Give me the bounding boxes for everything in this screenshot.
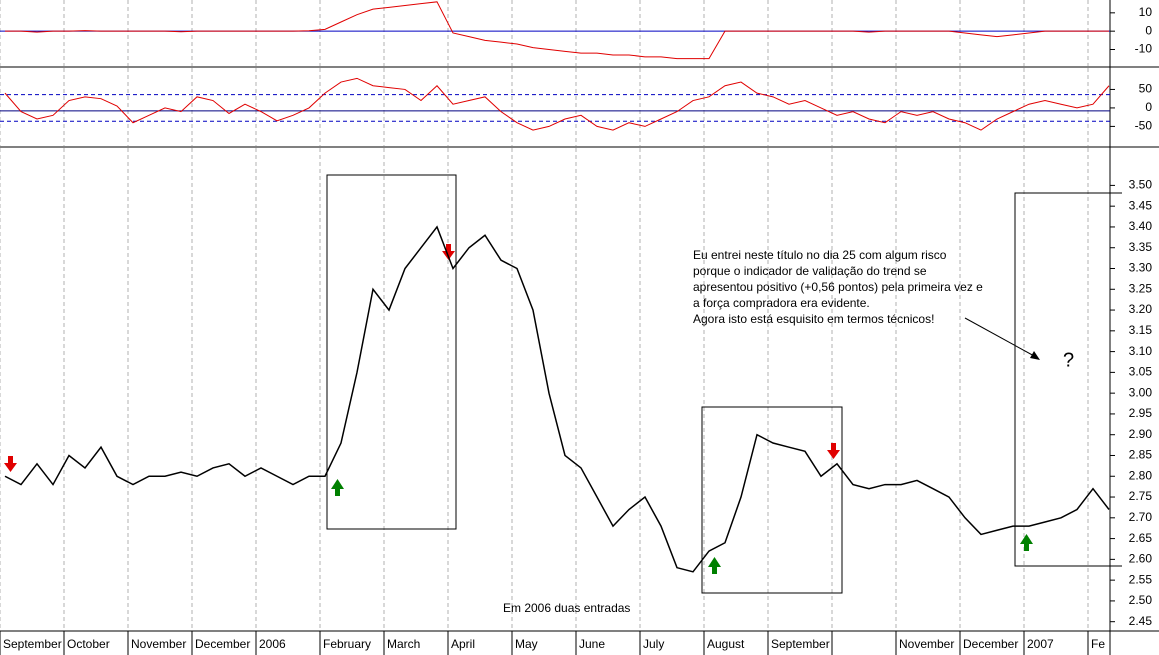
x-tick-label: September [3,637,62,651]
note-line: Agora isto está esquisito em termos técn… [693,312,934,326]
buy-signal [1020,534,1033,551]
y-tick-label: 2.45 [1129,614,1153,628]
y-tick-label: 2.95 [1129,406,1153,420]
x-tick-label: November [899,637,954,651]
data-line [5,1,1109,60]
y-tick-label: 3.50 [1129,178,1153,192]
y-tick-label: 2.80 [1129,468,1153,482]
y-tick-label: 2.70 [1129,510,1153,524]
y-tick-label: 3.00 [1129,385,1153,399]
y-tick-label: 2.50 [1129,593,1153,607]
x-tick-label: November [131,637,186,651]
highlight-box [1014,192,1122,567]
highlight-box [326,174,457,530]
y-tick-label: 3.30 [1129,261,1153,275]
x-tick-label: December [963,637,1018,651]
x-tick-label: August [707,637,745,651]
pointer-line [964,317,1037,358]
data-line [4,77,1110,131]
sell-signal [4,456,17,472]
y-tick-label: -50 [1135,119,1153,133]
x-tick-label: May [515,637,538,651]
y-tick-label: 3.45 [1129,198,1153,212]
y-tick-label: 2.75 [1129,489,1153,503]
x-tick-label: October [67,637,110,651]
x-tick-label: December [195,637,250,651]
y-tick-label: 3.10 [1129,344,1153,358]
buy-signal [331,479,344,496]
x-tick-label: February [323,637,371,651]
x-tick-label: Fe [1091,637,1105,651]
note-line: apresentou positivo (+0,56 pontos) pela … [693,280,983,294]
y-tick-label: 2.85 [1129,448,1153,462]
note-line: porque o indicador de validação do trend… [693,264,927,278]
x-tick-label: March [387,637,420,651]
pointer-head [1030,351,1040,360]
y-tick-label: -10 [1135,42,1153,56]
y-tick-label: 3.25 [1129,281,1153,295]
y-tick-label: 3.15 [1129,323,1153,337]
y-tick-label: 0 [1145,100,1152,114]
x-tick-label: April [451,637,475,651]
x-tick-label: September [771,637,830,651]
x-tick-label: 2007 [1027,637,1054,651]
y-tick-label: 2.90 [1129,427,1153,441]
y-tick-label: 3.05 [1129,365,1153,379]
y-tick-label: 2.55 [1129,572,1153,586]
note-line: Eu entrei neste título no dia 25 com alg… [693,248,947,262]
y-tick-label: 3.35 [1129,240,1153,254]
y-tick-label: 3.40 [1129,219,1153,233]
y-tick-label: 50 [1139,82,1153,96]
y-tick-label: 0 [1145,23,1152,37]
question-mark: ? [1063,349,1074,371]
y-tick-label: 3.20 [1129,302,1153,316]
x-tick-label: 2006 [259,637,286,651]
caption: Em 2006 duas entradas [503,601,630,615]
buy-signal [708,557,721,574]
data-line [4,225,1110,573]
x-tick-label: June [579,637,605,651]
sell-signal [827,443,840,459]
y-tick-label: 2.65 [1129,531,1153,545]
y-tick-label: 10 [1139,5,1153,19]
note-line: a força compradora era evidente. [693,296,870,310]
x-tick-label: July [643,637,664,651]
grid-layer [0,0,1089,630]
highlight-box [701,406,843,594]
y-tick-label: 2.60 [1129,552,1153,566]
